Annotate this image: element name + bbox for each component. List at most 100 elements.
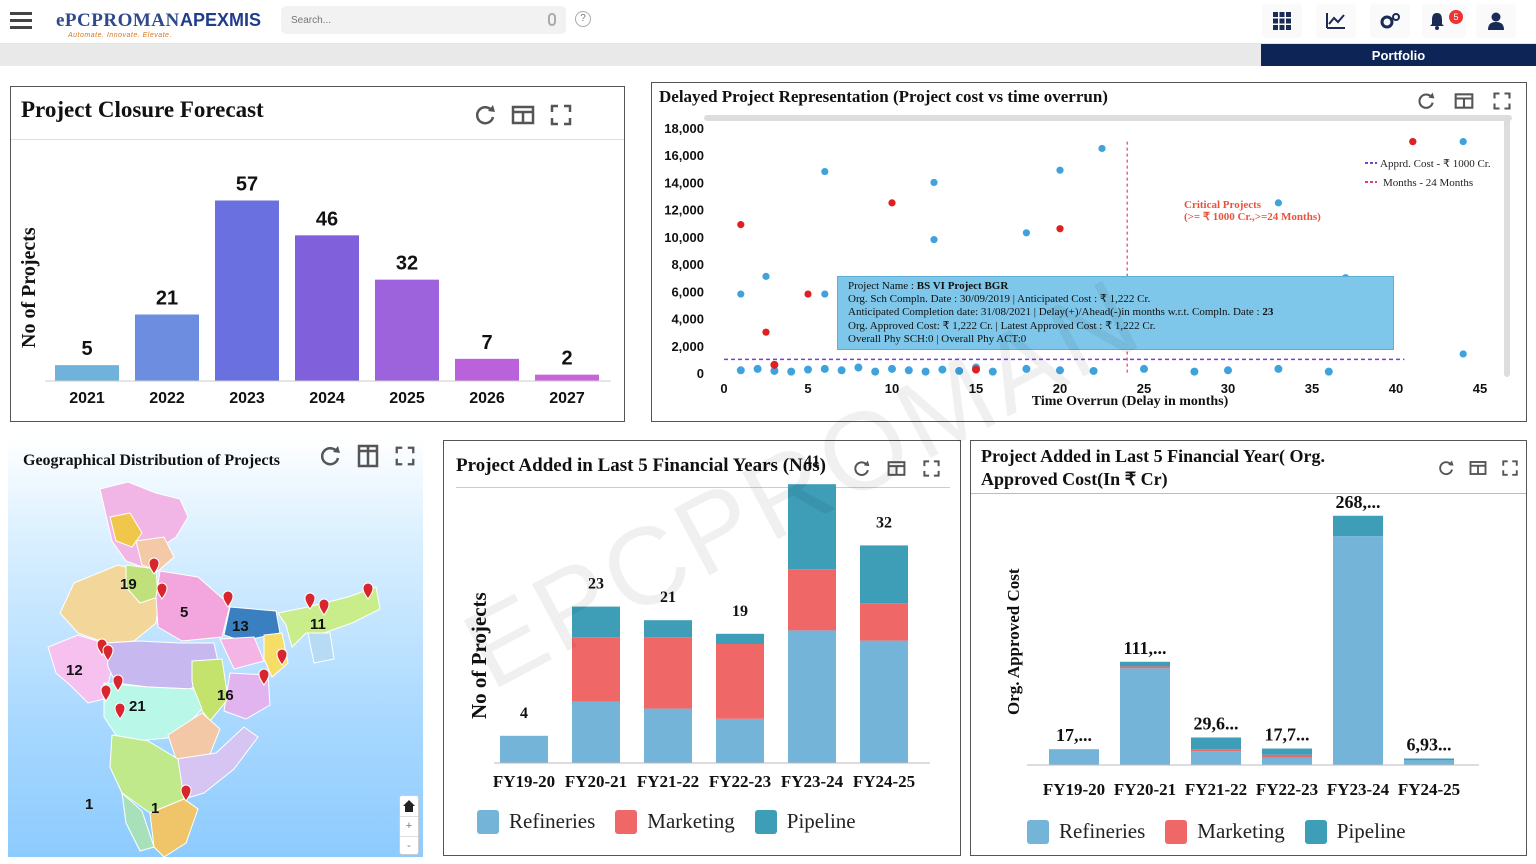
- bar-total-label: 17,...: [1056, 725, 1092, 745]
- stacked-segment-refineries: [500, 735, 548, 763]
- search-box[interactable]: [281, 6, 566, 34]
- table-view-icon[interactable]: [356, 443, 380, 474]
- analytics-chart-icon[interactable]: [1316, 4, 1356, 38]
- notifications-bell-icon[interactable]: 5: [1422, 4, 1466, 38]
- help-icon[interactable]: ?: [575, 11, 591, 27]
- stacked-segment-refineries: [716, 718, 764, 763]
- scatter-point: [938, 365, 947, 374]
- refresh-icon[interactable]: [1437, 459, 1455, 482]
- scatter-point: [804, 365, 812, 374]
- stacked-segment-pipeline: [788, 484, 836, 570]
- stacked-segment-marketing: [788, 569, 836, 631]
- fullscreen-icon[interactable]: [549, 103, 573, 132]
- home-icon[interactable]: [400, 796, 418, 816]
- stacked-segment-pipeline: [1120, 661, 1170, 667]
- map-marker: [156, 582, 168, 600]
- map-region-uttarakhand: [135, 536, 175, 572]
- panel-title: Delayed Project Representation (Project …: [659, 87, 1108, 106]
- scatter-point: [930, 178, 938, 187]
- portfolio-tab[interactable]: Portfolio: [1261, 44, 1536, 66]
- scatter-point: [871, 367, 880, 376]
- map-count-bihar: 13: [232, 618, 249, 635]
- scatter-point: [770, 360, 779, 369]
- closure-bar: [455, 358, 519, 381]
- sub-header-bar: [0, 44, 1536, 66]
- stacked-segment-marketing: [572, 637, 620, 702]
- legend-refineries[interactable]: Refineries: [477, 809, 595, 834]
- category-tick-label: FY23-24: [1327, 780, 1390, 799]
- panel-title: Project Added in Last 5 Financial Years …: [456, 455, 826, 476]
- scatter-x-tick: 30: [1221, 381, 1235, 396]
- scatter-point: [1022, 364, 1031, 373]
- fullscreen-icon[interactable]: [922, 459, 941, 483]
- menu-icon[interactable]: [10, 12, 32, 30]
- map-marker: [362, 582, 374, 600]
- panel-title: Geographical Distribution of Projects: [23, 452, 281, 469]
- panel-toolbar: [1416, 91, 1512, 116]
- closure-value-label: 5: [81, 338, 92, 360]
- stacked-segment-pipeline: [1404, 758, 1454, 761]
- settings-gears-icon[interactable]: [1370, 4, 1410, 38]
- cost-ylabel: Org. Approved Cost: [1004, 568, 1023, 715]
- microphone-icon[interactable]: [548, 13, 556, 26]
- apps-grid-icon[interactable]: [1262, 4, 1302, 38]
- stacked-segment-refineries: [572, 701, 620, 763]
- map-marker: [276, 648, 288, 666]
- stacked-segment-refineries: [1191, 751, 1241, 765]
- refresh-icon[interactable]: [473, 103, 497, 132]
- closure-value-label: 46: [316, 208, 338, 230]
- bar-total-label: 41: [804, 453, 820, 470]
- nos-ylabel: No of Projects: [467, 592, 491, 719]
- user-profile-icon[interactable]: [1476, 4, 1516, 38]
- scatter-y-tick: 18,000: [664, 121, 704, 136]
- panel-toolbar: [473, 103, 573, 132]
- stacked-segment-marketing: [1262, 754, 1312, 758]
- scatter-point: [820, 364, 829, 373]
- scatter-x-tick: 5: [804, 381, 811, 396]
- refresh-icon[interactable]: [318, 443, 342, 474]
- map-region-ne-south: [307, 632, 335, 664]
- scatter-point: [1089, 366, 1098, 375]
- table-view-icon[interactable]: [1454, 91, 1474, 116]
- fullscreen-icon[interactable]: [394, 443, 416, 474]
- refresh-icon[interactable]: [1416, 91, 1436, 116]
- scatter-point: [1459, 138, 1467, 146]
- bar-total-label: 17,7...: [1265, 725, 1310, 745]
- project-closure-panel: Project Closure Forecast No of Projects …: [10, 86, 625, 422]
- refresh-icon[interactable]: [852, 459, 871, 483]
- legend-approved-cost: Apprd. Cost - ₹ 1000 Cr.: [1380, 158, 1491, 170]
- legend-marketing[interactable]: Marketing: [615, 809, 735, 834]
- search-input[interactable]: [281, 6, 521, 34]
- table-view-icon[interactable]: [511, 103, 535, 132]
- legend-pipeline[interactable]: Pipeline: [754, 809, 856, 834]
- location-markers[interactable]: [96, 557, 374, 802]
- zoom-in-button[interactable]: +: [400, 816, 418, 836]
- scatter-x-tick: 45: [1473, 381, 1487, 396]
- scatter-point: [1274, 199, 1282, 207]
- stacked-segment-marketing: [860, 603, 908, 641]
- map-count-rajasthan: 19: [120, 576, 137, 593]
- legend-marketing[interactable]: Marketing: [1165, 819, 1285, 844]
- closure-bar: [535, 374, 599, 381]
- category-tick-label: FY22-23: [709, 772, 771, 791]
- panel-toolbar: [852, 459, 941, 483]
- table-view-icon[interactable]: [1469, 459, 1487, 482]
- fullscreen-icon[interactable]: [1501, 459, 1519, 482]
- stacked-segment-refineries: [1049, 749, 1099, 765]
- zoom-out-button[interactable]: -: [400, 836, 418, 856]
- map-region-uttar-pradesh: [155, 570, 231, 642]
- legend-refineries[interactable]: Refineries: [1027, 819, 1145, 844]
- fullscreen-icon[interactable]: [1492, 91, 1512, 116]
- critical-projects-criteria: (>= ₹ 1000 Cr.,>=24 Months): [1184, 211, 1321, 223]
- category-tick-label: FY21-22: [637, 772, 699, 791]
- map-marker: [112, 674, 124, 692]
- legend-pipeline[interactable]: Pipeline: [1304, 819, 1406, 844]
- table-view-icon[interactable]: [887, 459, 906, 483]
- india-map[interactable]: 19 5 13 11 12 21 16 1 1: [8, 437, 423, 857]
- scatter-x-tick: 10: [885, 381, 899, 396]
- scatter-point: [837, 366, 846, 375]
- map-region-west-bengal: [263, 632, 289, 678]
- scatter-point: [1140, 364, 1148, 373]
- scatter-point: [930, 236, 938, 244]
- map-region-kerala: [121, 791, 155, 852]
